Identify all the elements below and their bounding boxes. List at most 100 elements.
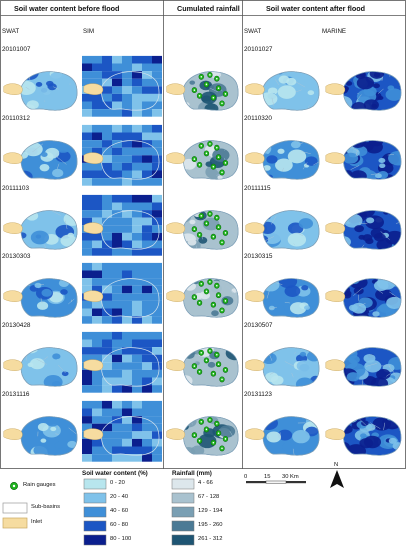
sim-cell <box>112 71 122 79</box>
legend-soil-title: Soil water content (%) <box>82 470 148 477</box>
sim-cell <box>82 162 92 171</box>
sim-cell <box>92 347 102 355</box>
sim-cell <box>132 408 142 417</box>
basin-outline <box>183 210 239 250</box>
basin-patch <box>37 301 49 310</box>
sim-cell <box>92 423 102 432</box>
sub-basin-line <box>299 142 303 145</box>
sim-cell <box>112 217 122 226</box>
subheader-sim: SIM <box>83 28 95 35</box>
sim-cell <box>112 454 122 462</box>
rain-gauge-marker-center <box>216 284 218 287</box>
sim-cell <box>82 369 92 378</box>
sub-basin-line <box>225 285 236 294</box>
sim-cell <box>132 140 142 148</box>
rain-gauge-marker-center <box>205 83 208 86</box>
sim-cell <box>82 140 92 148</box>
sim-cell <box>152 109 162 117</box>
sim-cell <box>132 300 142 309</box>
rain-gauge-marker-center <box>221 378 223 381</box>
basin-patch <box>295 377 314 387</box>
sim-cell <box>142 300 152 309</box>
sim-cell <box>122 416 132 424</box>
sim-cell <box>152 194 162 203</box>
sim-cell <box>132 248 142 256</box>
sub-basin-line <box>284 361 295 367</box>
date-before-1: 20110312 <box>2 115 30 122</box>
basin-patch <box>378 157 386 163</box>
basin-patch <box>200 91 217 104</box>
rain-gauge-marker-center <box>205 152 208 155</box>
sim-cell <box>142 71 152 79</box>
sim-cell <box>132 210 142 218</box>
map-panel-r0-c2 <box>166 71 239 111</box>
sim-cell <box>142 210 152 218</box>
sim-cell <box>112 293 122 301</box>
sim-cell <box>102 55 112 64</box>
sim-cell <box>132 194 142 203</box>
sub-basin-line <box>36 358 47 365</box>
sim-cell <box>122 232 132 241</box>
basin-outline <box>262 416 320 456</box>
basin-outline <box>101 416 160 456</box>
sim-cell <box>102 416 112 424</box>
sim-cell <box>152 225 162 233</box>
basin-patch <box>276 71 283 75</box>
sim-cell <box>82 147 92 156</box>
sub-basin-line <box>42 356 49 361</box>
sim-cell <box>142 385 152 393</box>
sim-cell <box>122 262 132 271</box>
basin-patch <box>52 168 64 178</box>
sim-cell <box>122 93 132 102</box>
legend-rain-label-3: 195 - 260 <box>198 522 223 528</box>
basin-patch <box>373 280 389 291</box>
inlet-area <box>245 359 265 371</box>
basin-patch <box>373 83 380 89</box>
sim-cell <box>132 446 142 455</box>
sim-cell <box>132 416 142 424</box>
sim-cell <box>92 446 102 455</box>
sim-cell <box>132 124 142 133</box>
sim-cell <box>82 400 92 409</box>
date-before-2: 20111103 <box>2 185 30 192</box>
sim-cell <box>92 132 102 141</box>
basin-outline <box>183 140 239 180</box>
sim-cell <box>152 55 162 64</box>
scale-tick-0: 0 <box>244 474 248 480</box>
sim-cell <box>122 270 132 279</box>
basin-patch <box>35 86 51 98</box>
sim-cell <box>92 331 102 340</box>
sim-cell <box>142 240 152 249</box>
sim-cell <box>142 362 152 370</box>
basin-patch <box>183 158 197 170</box>
sub-basin-line <box>56 163 60 170</box>
sim-cell <box>92 248 102 256</box>
date-after-3: 20130315 <box>244 253 273 260</box>
basin-patch <box>373 232 386 242</box>
sim-cell <box>92 93 102 102</box>
rain-gauge-marker-center <box>209 281 211 283</box>
inlet-area <box>3 428 23 440</box>
basin-patch <box>290 141 301 149</box>
rain-gauge-marker-center <box>212 303 215 306</box>
sim-cell <box>132 331 142 340</box>
rain-gauge-icon-center <box>12 484 16 488</box>
rain-gauge-marker-center <box>200 214 203 217</box>
inlet-area <box>83 83 104 95</box>
sim-cell <box>122 454 132 462</box>
sim-cell <box>92 124 102 133</box>
rain-gauge-marker-center <box>217 87 220 90</box>
sim-cell <box>132 347 142 355</box>
sim-cell <box>132 217 142 226</box>
sub-basin-line <box>358 222 368 225</box>
sim-cell <box>92 178 102 186</box>
sim-cell <box>102 431 112 439</box>
sim-cell <box>132 162 142 171</box>
header-after: Soil water content after flood <box>266 4 366 13</box>
rain-gauge-marker-center <box>212 372 215 375</box>
inlet-area <box>325 83 346 95</box>
rain-gauge-marker-center <box>198 370 201 373</box>
sub-basin-line <box>55 155 67 165</box>
sim-cell <box>132 262 142 271</box>
